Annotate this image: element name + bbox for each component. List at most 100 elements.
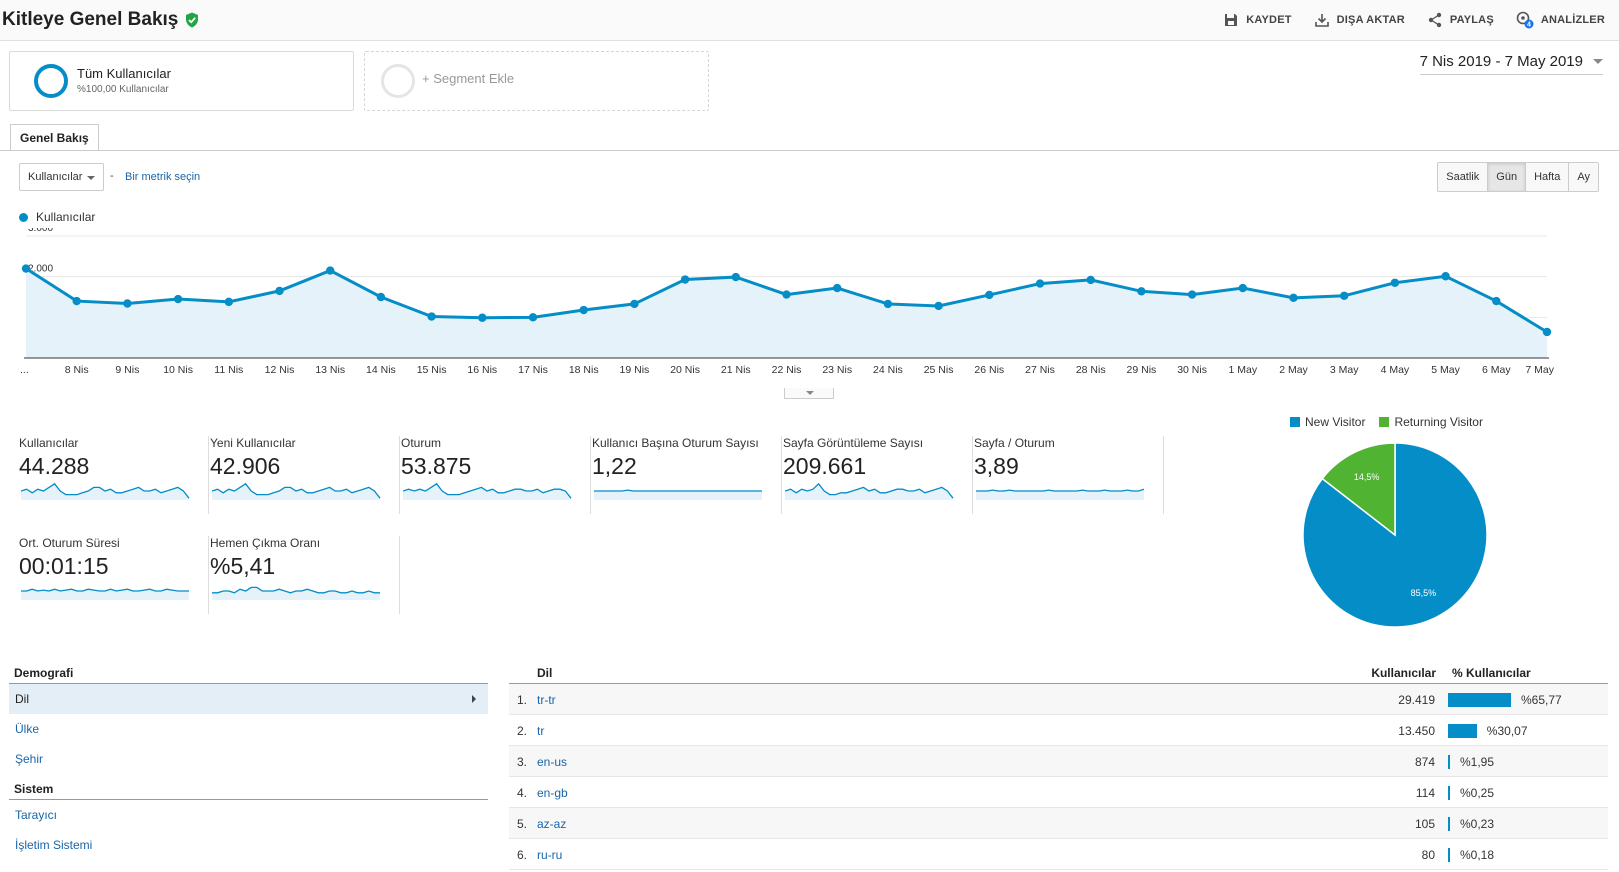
metric-tile[interactable]: Kullanıcı Başına Oturum Sayısı 1,22 — [592, 436, 782, 514]
language-link[interactable]: tr-tr — [537, 693, 556, 707]
data-point[interactable] — [1542, 327, 1552, 337]
data-point[interactable] — [1238, 283, 1248, 293]
nav-item[interactable]: Tarayıcı — [9, 800, 488, 830]
language-link[interactable]: en-us — [537, 755, 568, 769]
row-percent: %0,23 — [1460, 817, 1495, 831]
metric-tile[interactable]: Yeni Kullanıcılar 42.906 — [210, 436, 400, 514]
pie-slice-label: 85,5% — [1411, 588, 1437, 598]
metric-tile[interactable]: Hemen Çıkma Oranı %5,41 — [210, 536, 400, 614]
x-tick-label: 19 Nis — [620, 364, 650, 376]
data-point[interactable] — [782, 290, 791, 299]
metric-separator: - — [110, 170, 114, 182]
data-point[interactable] — [579, 305, 588, 315]
nav-item-label: Dil — [15, 692, 29, 706]
period-toggle-group: Saatlik Gün Hafta Ay — [1437, 162, 1599, 192]
data-point[interactable] — [72, 296, 81, 306]
data-point[interactable] — [528, 313, 538, 322]
data-point[interactable] — [1137, 287, 1146, 296]
metric-tile[interactable]: Oturum 53.875 — [401, 436, 591, 514]
save-icon — [1225, 14, 1238, 26]
data-point[interactable] — [1441, 272, 1450, 281]
data-point[interactable] — [427, 312, 436, 321]
data-point[interactable] — [478, 313, 487, 322]
data-point[interactable] — [376, 292, 386, 302]
tab-divider — [0, 150, 1619, 151]
language-link[interactable]: ru-ru — [537, 848, 563, 862]
language-link[interactable]: az-az — [537, 817, 567, 831]
metric-label: Sayfa Görüntüleme Sayısı — [783, 436, 924, 450]
chart-collapse-toggle[interactable] — [784, 388, 834, 399]
data-point[interactable] — [680, 275, 690, 284]
share-button[interactable]: PAYLAŞ — [1427, 11, 1494, 29]
segment-all-users[interactable]: Tüm Kullanıcılar %100,00 Kullanıcılar — [9, 51, 354, 111]
metric-tile[interactable]: Sayfa / Oturum 3,89 — [974, 436, 1164, 514]
x-tick-label: 9 Nis — [115, 364, 139, 376]
data-point[interactable] — [1086, 275, 1095, 285]
header-users: Kullanıcılar — [1371, 666, 1436, 680]
header-pct-users: % Kullanıcılar — [1452, 666, 1531, 680]
add-segment-label: + Segment Ekle — [422, 71, 515, 86]
row-index: 1. — [517, 693, 528, 707]
data-point[interactable] — [1187, 290, 1197, 299]
nav-item[interactable]: Ülke — [9, 714, 488, 744]
nav-item[interactable]: Şehir — [9, 744, 488, 774]
data-point[interactable] — [275, 286, 284, 296]
sparkline-line — [976, 488, 1145, 492]
row-percent: %1,95 — [1460, 755, 1495, 769]
data-point[interactable] — [731, 272, 740, 282]
data-point[interactable] — [326, 266, 335, 275]
x-tick-label: 5 May — [1431, 364, 1460, 376]
compare-metric-link[interactable]: Bir metrik seçin — [125, 171, 201, 183]
data-point[interactable] — [21, 264, 31, 273]
metric-label: Oturum — [401, 436, 442, 450]
nav-item[interactable]: Dil — [9, 684, 488, 714]
share-label: PAYLAŞ — [1449, 14, 1494, 26]
insights-button[interactable]: 4 ANALİZLER — [1516, 11, 1605, 29]
sparkline-line — [21, 588, 189, 592]
sparkline-line — [212, 586, 380, 594]
data-point[interactable] — [1035, 279, 1045, 288]
save-button[interactable]: KAYDET — [1223, 11, 1291, 29]
data-point[interactable] — [1492, 296, 1501, 306]
metric-sparkline — [21, 482, 190, 500]
period-week[interactable]: Hafta — [1526, 163, 1570, 191]
data-point[interactable] — [934, 301, 943, 311]
metric-tile[interactable]: Sayfa Görüntüleme Sayısı 209.661 — [783, 436, 973, 514]
data-point[interactable] — [224, 297, 233, 307]
metric-select[interactable]: Kullanıcılar — [19, 163, 104, 191]
tab-overview[interactable]: Genel Bakış — [10, 124, 99, 151]
sparkline-line — [21, 482, 190, 499]
data-point[interactable] — [985, 290, 994, 300]
date-range-picker[interactable]: 7 Nis 2019 - 7 May 2019 — [1419, 53, 1603, 75]
chart-legend[interactable]: Kullanıcılar — [19, 210, 95, 224]
data-point[interactable] — [630, 299, 639, 309]
nav-item[interactable]: İşletim Sistemi — [9, 830, 488, 860]
data-point[interactable] — [123, 299, 132, 308]
add-segment-button[interactable]: + Segment Ekle — [364, 51, 709, 111]
metric-tile[interactable]: Ort. Oturum Süresi 00:01:15 — [19, 536, 209, 614]
data-point[interactable] — [173, 294, 183, 304]
pie-slice[interactable] — [1321, 442, 1396, 537]
period-hourly[interactable]: Saatlik — [1438, 163, 1489, 191]
legend-returning-visitor[interactable]: Returning Visitor — [1379, 415, 1483, 429]
legend-new-visitor[interactable]: New Visitor — [1290, 415, 1365, 429]
nav-item-label: Şehir — [15, 752, 44, 766]
percent-bar — [1448, 817, 1450, 831]
save-label: KAYDET — [1246, 14, 1292, 26]
percent-bar — [1448, 786, 1450, 800]
data-point[interactable] — [883, 299, 893, 309]
table-row: 2. tr 13.450 %30,07 — [509, 715, 1608, 746]
data-point[interactable] — [1390, 278, 1400, 287]
metric-tile[interactable]: Kullanıcılar 44.288 — [19, 436, 209, 514]
export-button[interactable]: DIŞA AKTAR — [1314, 11, 1405, 29]
data-point[interactable] — [1340, 291, 1349, 300]
legend-label: Returning Visitor — [1394, 415, 1483, 429]
data-point[interactable] — [1289, 293, 1298, 303]
period-month[interactable]: Ay — [1569, 163, 1598, 191]
language-link[interactable]: en-gb — [537, 786, 568, 800]
data-point[interactable] — [833, 283, 842, 293]
language-link[interactable]: tr — [537, 724, 545, 738]
metric-value: %5,41 — [210, 553, 276, 579]
period-day[interactable]: Gün — [1488, 163, 1527, 191]
